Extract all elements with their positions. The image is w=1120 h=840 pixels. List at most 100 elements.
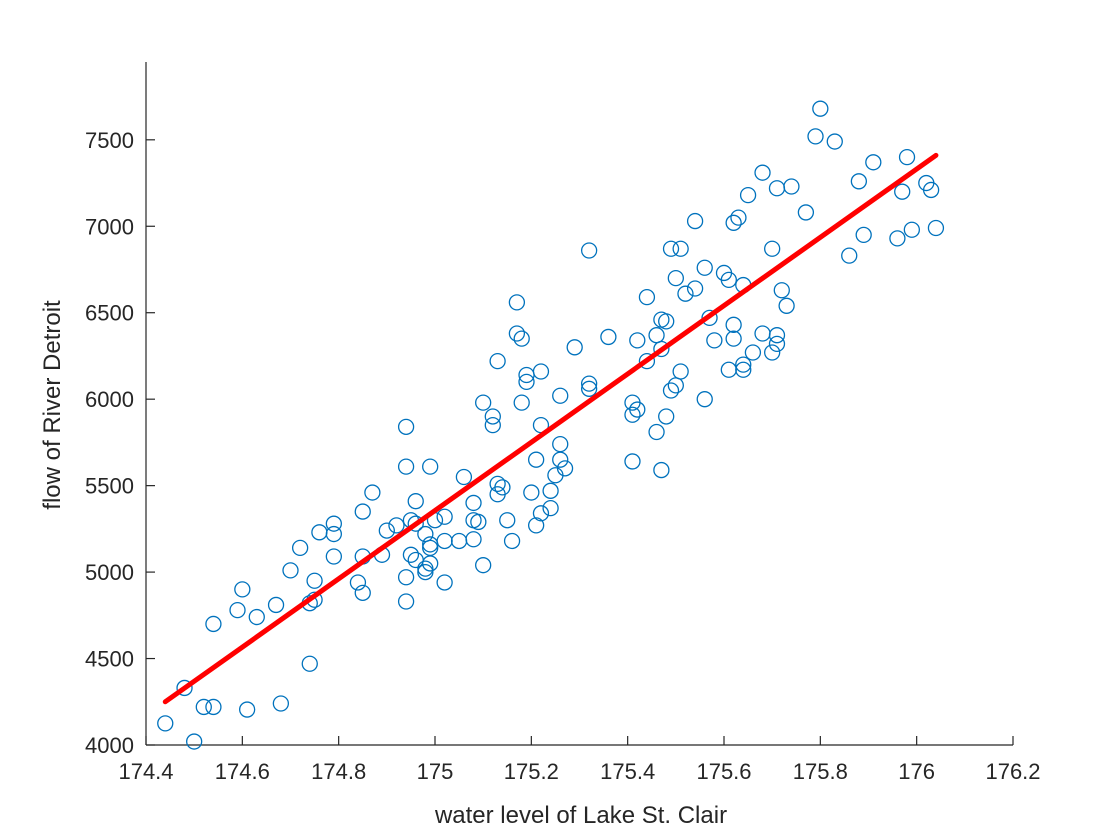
- scatter-point: [470, 513, 487, 531]
- regression-line-group: [162, 152, 939, 705]
- scatter-point: [754, 325, 771, 342]
- scatter-point: [841, 247, 858, 264]
- scatter-point: [528, 451, 545, 468]
- y-tick-label: 4000: [85, 733, 134, 758]
- scatter-point: [783, 178, 800, 195]
- scatter-point: [730, 209, 747, 226]
- scatter-point: [552, 451, 569, 468]
- scatter-point: [552, 435, 569, 453]
- scatter-point: [552, 387, 569, 404]
- scatter-point: [922, 181, 940, 199]
- scatter-point: [686, 280, 704, 297]
- scatter-point: [475, 557, 492, 574]
- scatter-point: [528, 517, 545, 534]
- scatter-point: [855, 226, 872, 244]
- scatter-point: [157, 715, 174, 732]
- scatter-point: [778, 297, 795, 314]
- scatter-point: [764, 344, 781, 361]
- scatter-point: [422, 539, 439, 557]
- scatter-point: [850, 173, 868, 190]
- scatter-point: [499, 512, 516, 529]
- scatter-point: [807, 128, 824, 145]
- scatter-point: [754, 164, 771, 181]
- scatter-point: [301, 655, 318, 672]
- scatter-point: [638, 289, 656, 306]
- scatter-point: [494, 479, 511, 496]
- y-tick-label: 7000: [85, 214, 134, 239]
- axes: [145, 62, 1013, 746]
- scatter-point: [672, 240, 689, 257]
- x-tick-label: 175.6: [696, 759, 751, 784]
- scatter-point: [662, 240, 680, 257]
- scatter-point: [701, 309, 718, 327]
- scatter-point: [653, 461, 670, 479]
- scatter-point: [311, 524, 328, 541]
- scatter-point: [903, 221, 920, 238]
- scatter-point: [658, 408, 675, 425]
- x-tick-label: 174.8: [311, 759, 366, 784]
- y-tick-label: 6000: [85, 387, 134, 412]
- scatter-point: [407, 493, 424, 510]
- x-tick-label: 175.2: [504, 759, 559, 784]
- scatter-point: [503, 532, 521, 550]
- scatter-point: [773, 282, 790, 299]
- scatter-point: [677, 285, 694, 302]
- scatter-point: [282, 562, 299, 579]
- scatter-point: [648, 327, 665, 344]
- scatter-point: [248, 608, 265, 626]
- x-tick-label: 175: [417, 759, 454, 784]
- scatter-points: [157, 100, 945, 750]
- scatter-point: [629, 401, 646, 418]
- scatter-point: [397, 569, 415, 586]
- scatter-point: [735, 356, 752, 373]
- scatter-point: [465, 494, 482, 512]
- scatter-point: [580, 242, 598, 259]
- scatter-point: [566, 339, 583, 356]
- scatter-point: [542, 499, 559, 517]
- scatter-point: [518, 373, 535, 391]
- scatter-point: [580, 380, 598, 397]
- scatter-point: [889, 230, 906, 247]
- x-tick-label: 176.2: [985, 759, 1040, 784]
- scatter-point: [397, 418, 415, 435]
- scatter-point: [523, 484, 540, 501]
- scatter-point: [662, 382, 680, 399]
- scatter-point: [238, 701, 256, 718]
- scatter-point: [186, 733, 203, 750]
- scatter-point: [532, 505, 550, 522]
- scatter-point: [624, 453, 641, 470]
- scatter-point: [556, 460, 574, 477]
- scatter-point: [205, 615, 222, 633]
- scatter-point: [513, 394, 530, 411]
- regression-line: [162, 152, 939, 705]
- scatter-point: [667, 269, 684, 287]
- y-tick-label: 6500: [85, 301, 134, 326]
- scatter-point: [388, 517, 405, 534]
- scatter-point: [696, 391, 713, 408]
- scatter-point: [450, 532, 468, 550]
- scatter-point: [484, 416, 501, 434]
- x-tick-label: 174.4: [118, 759, 173, 784]
- scatter-point: [725, 316, 742, 333]
- scatter-point: [195, 698, 212, 716]
- scatter-point: [725, 330, 742, 347]
- scatter-point: [484, 408, 501, 425]
- scatter-point: [894, 183, 911, 200]
- scatter-point: [927, 219, 945, 237]
- scatter-point: [600, 328, 617, 346]
- scatter-point: [402, 546, 420, 563]
- scatter-point: [229, 601, 246, 619]
- scatter-point: [638, 352, 656, 370]
- scatter-point: [768, 180, 786, 197]
- scatter-point: [489, 352, 506, 370]
- scatter-point: [475, 394, 492, 411]
- y-axis-ticks: 4000 4500 5000 5500 6000 6500 7000 7500: [85, 128, 155, 758]
- scatter-point: [364, 484, 381, 501]
- scatter-point: [354, 503, 371, 520]
- scatter-point: [812, 100, 829, 117]
- scatter-point: [436, 574, 453, 591]
- scatter-point: [686, 212, 704, 230]
- scatter-point: [658, 313, 675, 330]
- scatter-point: [532, 363, 550, 380]
